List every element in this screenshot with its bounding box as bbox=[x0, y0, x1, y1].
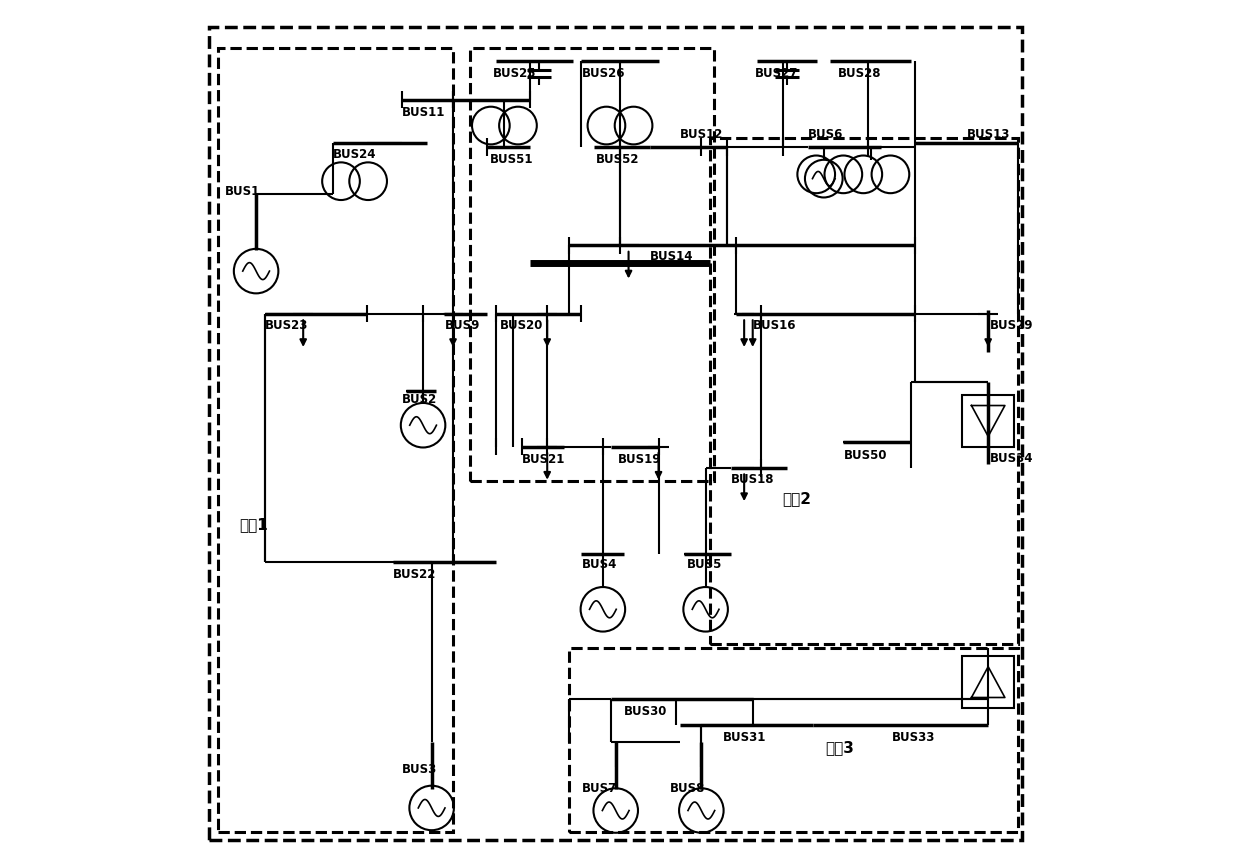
Text: BUS18: BUS18 bbox=[732, 473, 775, 486]
Text: BUS8: BUS8 bbox=[670, 782, 706, 795]
Text: BUS50: BUS50 bbox=[844, 449, 888, 462]
Text: BUS2: BUS2 bbox=[402, 393, 436, 406]
Text: BUS20: BUS20 bbox=[500, 319, 543, 332]
Bar bbox=[962, 656, 1014, 708]
Text: BUS30: BUS30 bbox=[624, 705, 667, 718]
Text: BUS34: BUS34 bbox=[990, 453, 1033, 466]
Text: BUS26: BUS26 bbox=[582, 67, 625, 80]
Text: BUS9: BUS9 bbox=[444, 319, 480, 332]
Text: BUS11: BUS11 bbox=[402, 106, 445, 119]
Text: BUS1: BUS1 bbox=[224, 186, 259, 198]
Text: BUS6: BUS6 bbox=[808, 128, 843, 141]
Text: 区块1: 区块1 bbox=[239, 517, 268, 533]
Text: BUS3: BUS3 bbox=[402, 764, 436, 777]
Text: BUS27: BUS27 bbox=[754, 67, 797, 80]
Bar bbox=[962, 395, 1014, 447]
Text: BUS29: BUS29 bbox=[990, 319, 1033, 332]
Text: BUS28: BUS28 bbox=[838, 67, 882, 80]
Text: BUS5: BUS5 bbox=[687, 557, 722, 570]
Text: BUS22: BUS22 bbox=[393, 568, 436, 581]
Text: BUS19: BUS19 bbox=[618, 454, 661, 466]
Text: BUS21: BUS21 bbox=[522, 454, 565, 466]
Text: BUS31: BUS31 bbox=[723, 731, 766, 744]
Text: BUS12: BUS12 bbox=[680, 128, 723, 141]
Text: BUS14: BUS14 bbox=[650, 249, 693, 263]
Text: BUS16: BUS16 bbox=[753, 319, 796, 332]
Text: BUS24: BUS24 bbox=[334, 148, 377, 161]
Text: BUS33: BUS33 bbox=[893, 731, 936, 744]
Text: BUS51: BUS51 bbox=[490, 153, 533, 166]
Text: BUS52: BUS52 bbox=[596, 153, 640, 166]
Text: BUS4: BUS4 bbox=[582, 557, 616, 570]
Text: 区块3: 区块3 bbox=[826, 740, 854, 755]
Text: BUS23: BUS23 bbox=[264, 319, 308, 332]
Text: BUS13: BUS13 bbox=[967, 128, 1011, 141]
Text: 区块2: 区块2 bbox=[782, 491, 812, 507]
Text: BUS7: BUS7 bbox=[583, 782, 618, 795]
Text: BUS25: BUS25 bbox=[494, 67, 537, 80]
